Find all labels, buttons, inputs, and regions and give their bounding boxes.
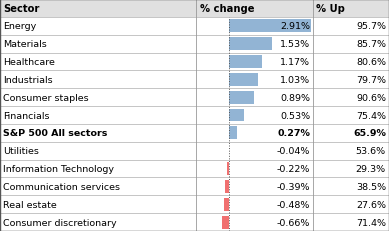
Text: 29.3%: 29.3%: [356, 164, 386, 173]
Bar: [0, 18, 389, 36]
Text: Information Technology: Information Technology: [3, 164, 114, 173]
Text: 75.4%: 75.4%: [356, 111, 386, 120]
Bar: [0, 71, 389, 89]
Text: 79.7%: 79.7%: [356, 76, 386, 85]
Text: -0.48%: -0.48%: [277, 200, 310, 209]
Bar: [0, 124, 389, 142]
Text: Consumer discretionary: Consumer discretionary: [3, 218, 117, 227]
Bar: [0, 178, 389, 195]
Text: 80.6%: 80.6%: [356, 58, 386, 67]
Text: 38.5%: 38.5%: [356, 182, 386, 191]
Bar: [0, 142, 389, 160]
Text: Materials: Materials: [3, 40, 47, 49]
Bar: [227, 162, 229, 175]
Bar: [0, 107, 389, 124]
Bar: [229, 56, 262, 69]
Text: 90.6%: 90.6%: [356, 93, 386, 102]
Text: 0.89%: 0.89%: [280, 93, 310, 102]
Text: 1.53%: 1.53%: [280, 40, 310, 49]
Text: Real estate: Real estate: [3, 200, 57, 209]
Bar: [229, 109, 244, 122]
Bar: [224, 198, 229, 211]
Text: Healthcare: Healthcare: [3, 58, 55, 67]
Text: Industrials: Industrials: [3, 76, 53, 85]
Bar: [229, 38, 272, 51]
Text: 2.91%: 2.91%: [280, 22, 310, 31]
Text: 65.9%: 65.9%: [353, 129, 386, 138]
Bar: [0, 160, 389, 178]
Text: 0.27%: 0.27%: [277, 129, 310, 138]
Text: 1.17%: 1.17%: [280, 58, 310, 67]
Text: -0.04%: -0.04%: [277, 146, 310, 155]
Text: 53.6%: 53.6%: [356, 146, 386, 155]
Bar: [229, 20, 311, 33]
Bar: [229, 73, 258, 86]
Bar: [225, 180, 229, 193]
Bar: [0, 36, 389, 53]
Text: % change: % change: [200, 4, 254, 14]
Text: -0.66%: -0.66%: [277, 218, 310, 227]
Bar: [229, 91, 254, 104]
Text: Energy: Energy: [3, 22, 36, 31]
Text: 0.53%: 0.53%: [280, 111, 310, 120]
Bar: [0, 0, 389, 18]
Bar: [0, 213, 389, 231]
Text: Communication services: Communication services: [3, 182, 120, 191]
Text: Sector: Sector: [3, 4, 40, 14]
Text: S&P 500 All sectors: S&P 500 All sectors: [3, 129, 107, 138]
Bar: [0, 53, 389, 71]
Bar: [222, 216, 229, 228]
Bar: [229, 127, 237, 140]
Text: % Up: % Up: [316, 4, 345, 14]
Bar: [0, 195, 389, 213]
Text: Consumer staples: Consumer staples: [3, 93, 89, 102]
Text: Utilities: Utilities: [3, 146, 39, 155]
Text: -0.39%: -0.39%: [277, 182, 310, 191]
Text: 71.4%: 71.4%: [356, 218, 386, 227]
Text: 95.7%: 95.7%: [356, 22, 386, 31]
Text: 1.03%: 1.03%: [280, 76, 310, 85]
Text: -0.22%: -0.22%: [277, 164, 310, 173]
Text: 27.6%: 27.6%: [356, 200, 386, 209]
Text: Financials: Financials: [3, 111, 50, 120]
Text: 85.7%: 85.7%: [356, 40, 386, 49]
Bar: [0, 89, 389, 107]
